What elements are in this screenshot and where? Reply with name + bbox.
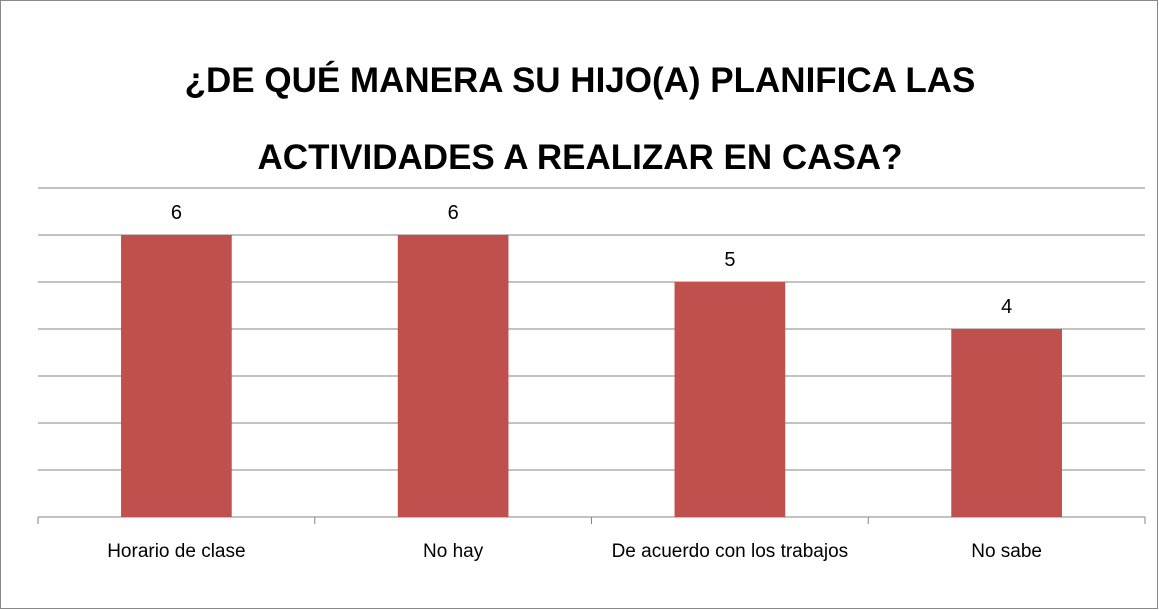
value-label: 6 bbox=[171, 202, 182, 224]
value-label: 6 bbox=[448, 202, 459, 224]
bar bbox=[121, 235, 232, 517]
bar bbox=[951, 329, 1062, 517]
chart-title: ¿DE QUÉ MANERA SU HIJO(A) PLANIFICA LAS … bbox=[184, 61, 976, 177]
x-tick-label: Horario de clase bbox=[107, 541, 246, 562]
value-label: 4 bbox=[1001, 296, 1012, 318]
value-label: 5 bbox=[724, 249, 735, 271]
bar bbox=[397, 235, 509, 517]
bar bbox=[674, 282, 786, 517]
x-tick-label: De acuerdo con los trabajos bbox=[611, 541, 849, 562]
x-tick-label: No hay bbox=[423, 541, 484, 562]
x-tick-label: No sabe bbox=[971, 541, 1043, 562]
